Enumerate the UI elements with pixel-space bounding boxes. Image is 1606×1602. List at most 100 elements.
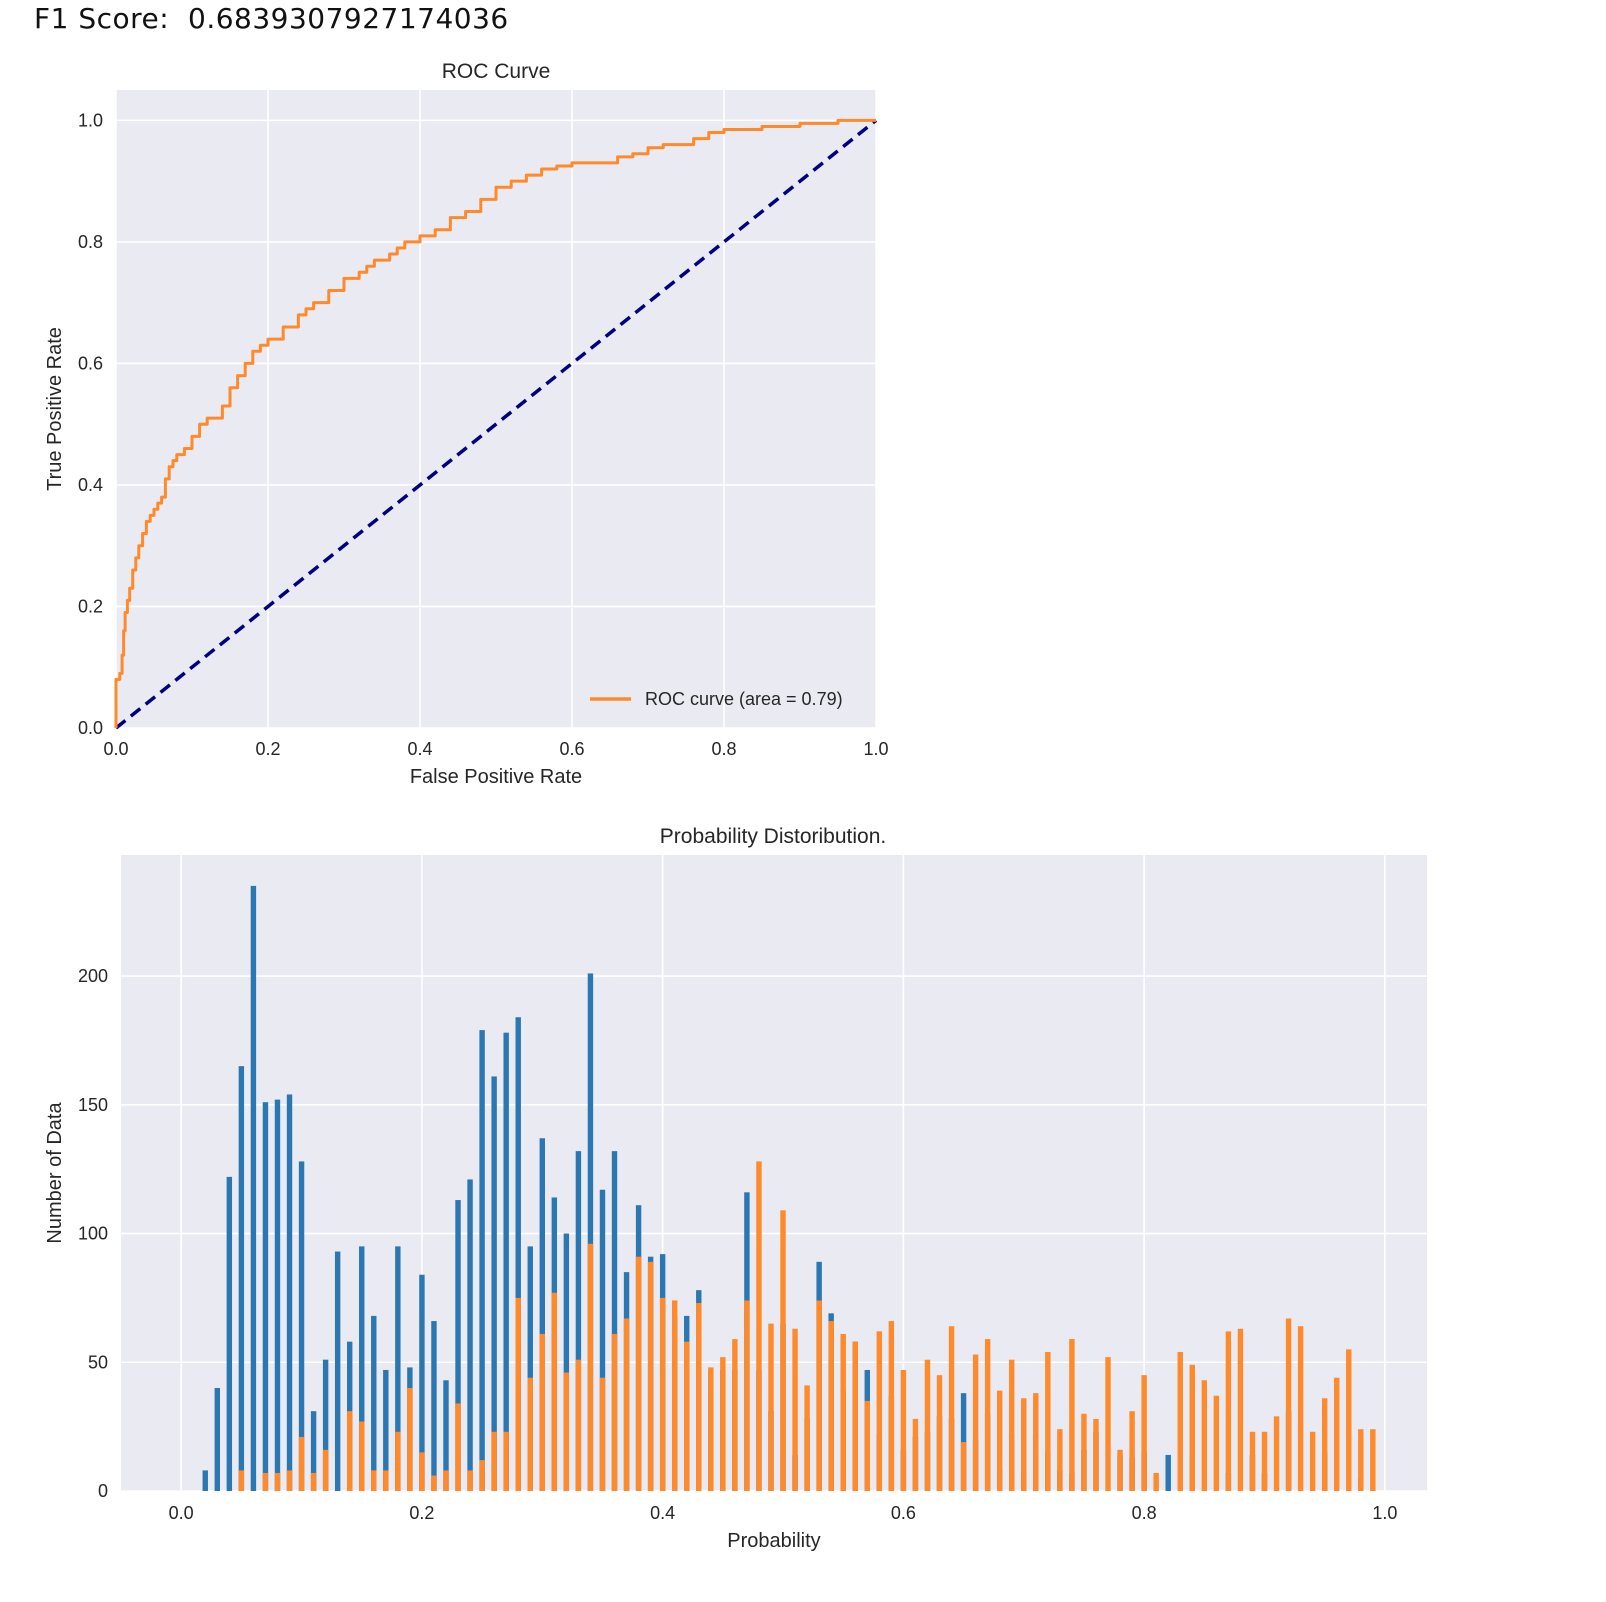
hist-bar	[575, 1359, 582, 1491]
hist-ylabel: Number of Data	[44, 1102, 66, 1244]
hist-bar	[238, 1066, 245, 1491]
hist-bar	[587, 1243, 594, 1491]
hist-bar	[804, 1385, 810, 1491]
hist-bar	[443, 1380, 449, 1491]
roc-ytick-label: 1.0	[78, 110, 103, 130]
roc-xtick-label: 0.8	[711, 739, 736, 759]
hist-ytick-label: 100	[78, 1224, 108, 1244]
hist-bar	[503, 1032, 509, 1491]
hist-bar	[1045, 1351, 1051, 1491]
hist-xtick-label: 1.0	[1372, 1503, 1397, 1523]
hist-bar	[599, 1189, 606, 1491]
hist-xtick-label: 0.8	[1132, 1503, 1157, 1523]
hist-bar	[647, 1261, 654, 1491]
hist-bar	[539, 1138, 545, 1491]
hist-ytick-label: 50	[88, 1352, 108, 1372]
hist-xtick-label: 0.6	[891, 1503, 916, 1523]
hist-bar	[1201, 1380, 1208, 1491]
hist-bar	[310, 1472, 317, 1491]
hist-bar	[359, 1246, 365, 1491]
roc-ytick-label: 0.6	[78, 353, 103, 373]
hist-bar	[1189, 1364, 1195, 1491]
hist-bar	[1309, 1431, 1316, 1491]
hist-bar	[1213, 1395, 1220, 1491]
hist-bar	[1237, 1328, 1244, 1491]
hist-bar	[659, 1297, 666, 1491]
roc-ylabel: True Positive Rate	[44, 327, 66, 491]
hist-bar	[587, 973, 594, 1491]
hist-bar	[876, 1331, 883, 1491]
hist-xtick-label: 0.0	[169, 1503, 194, 1523]
hist-bar	[1261, 1431, 1268, 1491]
roc-curve-line	[114, 118, 876, 728]
hist-bar	[828, 1321, 834, 1491]
hist-bar	[515, 1017, 521, 1491]
hist-bar	[816, 1300, 822, 1491]
hist-bar	[756, 1161, 762, 1491]
hist-bar	[563, 1372, 570, 1491]
roc-xtick-label: 1.0	[863, 739, 888, 759]
hist-xtick-label: 0.2	[409, 1503, 434, 1523]
hist-bar	[286, 1470, 293, 1491]
roc-xtick-label: 0.4	[407, 739, 432, 759]
hist-bar	[684, 1341, 690, 1491]
hist-bar	[635, 1256, 642, 1491]
hist-bar	[1249, 1431, 1256, 1491]
hist-bar	[1225, 1331, 1232, 1491]
hist-bar	[238, 1470, 245, 1491]
hist-bar	[539, 1333, 545, 1491]
hist-bar	[1057, 1429, 1063, 1491]
hist-bar	[1129, 1411, 1135, 1491]
hist-bar	[455, 1200, 461, 1491]
hist-bar	[1370, 1429, 1376, 1491]
hist-bar	[274, 1099, 281, 1491]
hist-bar	[491, 1076, 497, 1491]
hist-bar	[322, 1359, 329, 1491]
hist-ytick-label: 200	[78, 966, 108, 986]
hist-bar	[1081, 1413, 1087, 1491]
hist-bar	[371, 1470, 377, 1491]
hist-bar	[1021, 1398, 1027, 1491]
hist-bar	[286, 1094, 293, 1491]
hist-bar	[359, 1421, 365, 1491]
f1-score-label: F1 Score:	[34, 2, 170, 35]
roc-plot-area	[116, 90, 876, 728]
roc-legend: ROC curve (area = 0.79)	[590, 689, 843, 709]
hist-bar	[395, 1431, 401, 1491]
f1-score-value: 0.6839307927174036	[188, 2, 509, 35]
roc-ytick-label: 0.0	[78, 718, 103, 738]
hist-bar	[1285, 1318, 1292, 1491]
hist-bar	[1141, 1375, 1147, 1491]
hist-bar	[527, 1377, 533, 1491]
hist-xtick-label: 0.4	[650, 1503, 675, 1523]
hist-bar	[996, 1390, 1003, 1491]
hist-bar	[1346, 1349, 1352, 1491]
hist-bar	[298, 1161, 305, 1491]
hist-bar	[298, 1436, 305, 1491]
hist-title: Probability Distoribution.	[660, 825, 886, 848]
hist-bar	[1165, 1454, 1171, 1491]
hist-bar	[984, 1339, 991, 1491]
hist-bar	[924, 1359, 931, 1491]
hist-bar	[720, 1357, 726, 1491]
hist-bar	[383, 1470, 389, 1491]
hist-bar	[708, 1367, 714, 1491]
hist-bar	[599, 1377, 606, 1491]
hist-bar	[575, 1151, 582, 1491]
hist-bar	[563, 1233, 570, 1491]
hist-bar	[1334, 1377, 1340, 1491]
hist-bar	[202, 1470, 208, 1491]
roc-xlabel: False Positive Rate	[410, 766, 582, 788]
hist-bar	[371, 1315, 377, 1491]
hist-bar	[768, 1323, 774, 1491]
hist-bar	[419, 1452, 425, 1491]
hist-bar	[346, 1411, 353, 1491]
roc-ytick-label: 0.4	[78, 475, 103, 495]
hist-bar	[1321, 1398, 1328, 1491]
hist-bar	[431, 1475, 437, 1491]
hist-bar	[250, 885, 257, 1491]
hist-bar	[852, 1341, 858, 1491]
hist-bar	[1105, 1357, 1111, 1491]
hist-bar	[1297, 1326, 1304, 1491]
roc-title: ROC Curve	[442, 60, 551, 83]
